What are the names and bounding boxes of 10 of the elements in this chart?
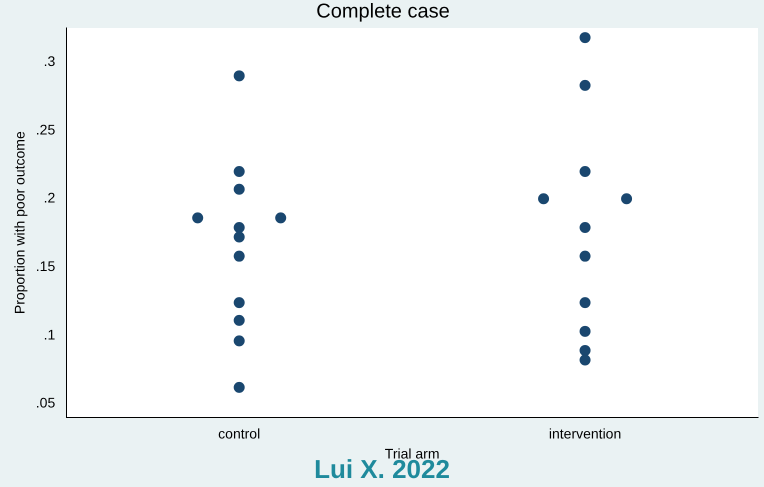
y-tick-label: .05 — [36, 394, 56, 411]
chart-title: Complete case — [316, 0, 450, 23]
x-tick-label: control — [218, 426, 260, 442]
y-tick-label: .25 — [36, 121, 56, 138]
y-tick-label: .3 — [44, 53, 56, 70]
y-tick-label: .1 — [44, 326, 56, 342]
x-tick-label: intervention — [548, 426, 622, 442]
y-tick-label: .2 — [44, 190, 56, 206]
y-axis-title: Proportion with poor outcome — [11, 131, 28, 314]
y-tick-label: .15 — [36, 258, 56, 274]
